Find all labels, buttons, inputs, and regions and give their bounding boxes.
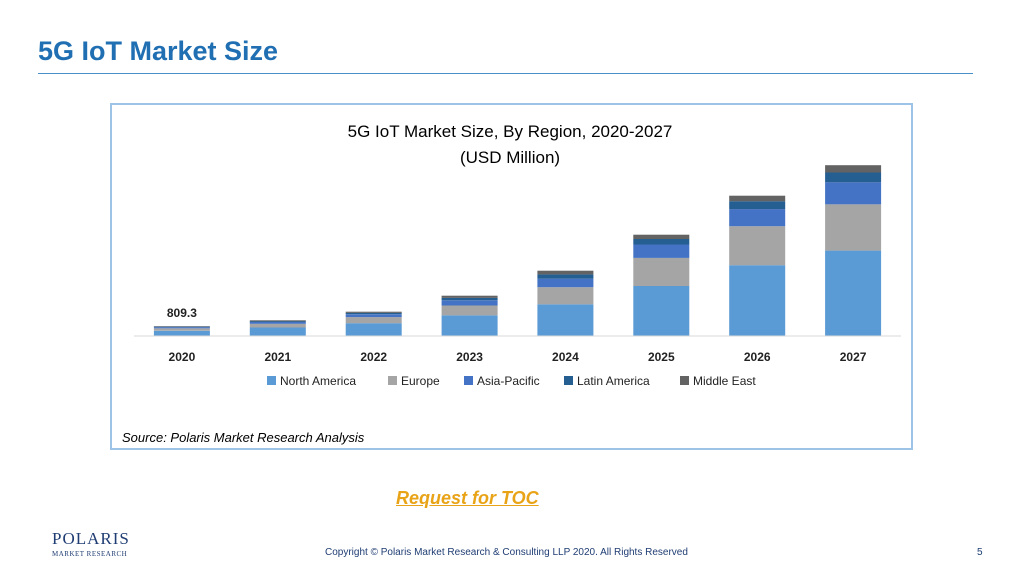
- x-tick-label-2024: 2024: [552, 350, 579, 364]
- x-tick-label-2022: 2022: [360, 350, 387, 364]
- polaris-logo: POLARIS MARKET RESEARCH: [52, 530, 132, 564]
- bar-2020-middle-east: [153, 326, 210, 327]
- legend-label-middle-east: Middle East: [693, 374, 756, 388]
- x-tick-labels: 2020 2021 2022 2023 2024 2025 2026 2027: [169, 350, 867, 364]
- legend-label-north-america: North America: [280, 374, 356, 388]
- legend-swatch-north-america: [267, 376, 276, 385]
- request-toc-link[interactable]: Request for TOC: [396, 488, 539, 508]
- bar-2021-latin-america: [249, 321, 306, 322]
- bar-2026-latin-america: [729, 201, 786, 210]
- legend-swatch-europe: [388, 376, 397, 385]
- legend-swatch-asia-pacific: [464, 376, 473, 385]
- x-tick-label-2021: 2021: [264, 350, 291, 364]
- bar-2025-asia-pacific: [633, 244, 690, 258]
- x-tick-label-2023: 2023: [456, 350, 483, 364]
- bar-2023-latin-america: [441, 297, 498, 301]
- slide-title: 5G IoT Market Size: [38, 36, 279, 66]
- x-tick-label-2026: 2026: [744, 350, 771, 364]
- x-tick-label-2020: 2020: [169, 350, 196, 364]
- bar-2027-europe: [825, 204, 882, 251]
- bar-2026-asia-pacific: [729, 209, 786, 227]
- bar-2020-north-america: [153, 330, 210, 336]
- data-labels: 809.3: [167, 306, 197, 320]
- logo-sub-text: MARKET RESEARCH: [52, 550, 128, 558]
- bar-2024-asia-pacific: [537, 278, 594, 288]
- title-divider: [38, 73, 973, 74]
- bar-2022-europe: [345, 317, 402, 324]
- bar-2025-latin-america: [633, 239, 690, 245]
- bar-2020-europe: [153, 328, 210, 331]
- legend-swatch-middle-east: [680, 376, 689, 385]
- bar-2022-latin-america: [345, 312, 402, 315]
- bar-2022-middle-east: [345, 311, 402, 313]
- data-label-2020: 809.3: [167, 306, 197, 320]
- bar-2023-north-america: [441, 315, 498, 336]
- copyright-text: Copyright © Polaris Market Research & Co…: [325, 547, 688, 558]
- chart-legend: North America Europe Asia-Pacific Latin Ame…: [267, 374, 756, 388]
- chart-source: Source: Polaris Market Research Analysis: [122, 430, 365, 445]
- bar-2027-middle-east: [825, 165, 882, 173]
- x-tick-label-2027: 2027: [840, 350, 867, 364]
- bar-2026-north-america: [729, 265, 786, 336]
- bars-layer: [153, 165, 882, 336]
- bar-2021-north-america: [249, 327, 306, 336]
- bar-2022-north-america: [345, 323, 402, 336]
- bar-2023-europe: [441, 305, 498, 316]
- page-number: 5: [977, 547, 983, 558]
- x-tick-label-2025: 2025: [648, 350, 675, 364]
- bar-2022-asia-pacific: [345, 314, 402, 318]
- bar-2024-middle-east: [537, 270, 594, 275]
- bar-2025-europe: [633, 257, 690, 286]
- bar-2027-north-america: [825, 250, 882, 336]
- bar-2026-middle-east: [729, 195, 786, 202]
- legend-label-latin-america: Latin America: [577, 374, 650, 388]
- bar-2023-middle-east: [441, 295, 498, 298]
- bar-2024-north-america: [537, 304, 594, 336]
- bar-2024-latin-america: [537, 274, 594, 279]
- bar-2020-asia-pacific: [153, 327, 210, 329]
- chart-title: 5G IoT Market Size, By Region, 2020-2027: [348, 122, 673, 141]
- bar-2024-europe: [537, 287, 594, 305]
- bar-2021-asia-pacific: [249, 322, 306, 324]
- stacked-bar-chart: 5G IoT Market Size, By Region, 2020-2027…: [122, 122, 901, 445]
- bar-2027-asia-pacific: [825, 182, 882, 205]
- logo-main-text: POLARIS: [52, 529, 130, 548]
- bar-2027-latin-america: [825, 172, 882, 183]
- bar-2021-europe: [249, 323, 306, 328]
- bar-2020-latin-america: [153, 326, 210, 328]
- legend-label-europe: Europe: [401, 374, 440, 388]
- chart-subtitle: (USD Million): [460, 148, 560, 167]
- chart-frame: 5G IoT Market Size, By Region, 2020-2027…: [110, 103, 913, 450]
- bar-2025-north-america: [633, 286, 690, 336]
- legend-swatch-latin-america: [564, 376, 573, 385]
- legend-label-asia-pacific: Asia-Pacific: [477, 374, 540, 388]
- bar-2023-asia-pacific: [441, 300, 498, 306]
- bar-2021-middle-east: [249, 320, 306, 322]
- bar-2025-middle-east: [633, 234, 690, 239]
- bar-2026-europe: [729, 226, 786, 266]
